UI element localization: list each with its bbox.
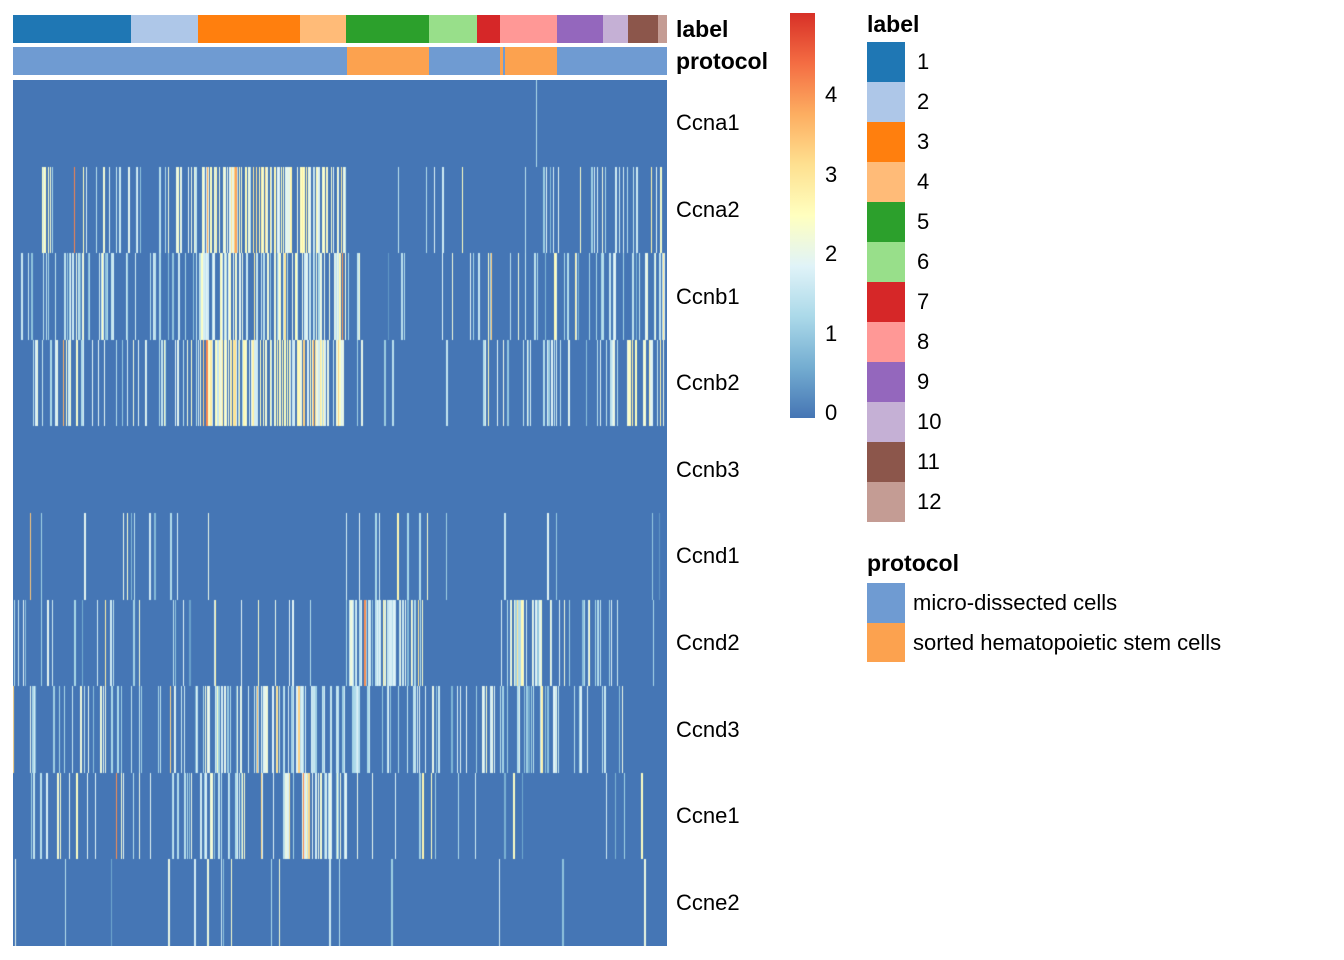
- label-legend-item-label: 11: [917, 449, 940, 474]
- label-cluster-segment-4: [299, 15, 346, 43]
- protocol-segment: [346, 47, 429, 75]
- label-cluster-segment-12: [657, 15, 667, 43]
- label-legend-item-label: 7: [917, 289, 930, 314]
- label-cluster-segment-1: [13, 15, 131, 43]
- gene-label-Ccnb2: Ccnb2: [676, 370, 740, 396]
- protocol-segment: [13, 47, 347, 75]
- label-cluster-segment-8: [499, 15, 557, 43]
- label-legend-item-label: 3: [917, 129, 930, 154]
- gene-label-Ccnd2: Ccnd2: [676, 629, 740, 655]
- label-legend-swatch-1: [867, 42, 905, 82]
- gene-label-Ccnd3: Ccnd3: [676, 716, 740, 742]
- label-legend-swatch-4: [867, 162, 905, 202]
- label-cluster-segment-7: [476, 15, 500, 43]
- gene-label-Ccne1: Ccne1: [676, 803, 740, 829]
- expression-colorbar: [790, 13, 815, 418]
- label-legend-item-label: 12: [917, 489, 942, 514]
- label-legend-swatch-10: [867, 402, 905, 442]
- label-legend-swatch-12: [867, 482, 905, 522]
- protocol-segment: [556, 47, 667, 75]
- label-legend-item-label: 1: [917, 49, 930, 74]
- protocol-segment: [502, 47, 505, 75]
- label-cluster-segment-11: [627, 15, 658, 43]
- label-cluster-segment-2: [130, 15, 198, 43]
- label-legend-item-label: 2: [917, 89, 930, 114]
- label-cluster-segment-3: [198, 15, 300, 43]
- protocol-segment: [499, 47, 503, 75]
- label-legend-title: label: [867, 11, 920, 37]
- label-annotation-title: label: [676, 15, 729, 42]
- label-legend-swatch-7: [867, 282, 905, 322]
- label-legend-item-label: 5: [917, 209, 930, 234]
- label-legend-swatch-2: [867, 82, 905, 122]
- colorbar-tick-label: 2: [825, 241, 838, 266]
- colorbar-tick-label: 4: [825, 82, 838, 107]
- label-cluster-segment-9: [556, 15, 603, 43]
- protocol-annotation-title: protocol: [676, 47, 768, 74]
- label-legend-swatch-9: [867, 362, 905, 402]
- protocol-legend-title: protocol: [867, 550, 959, 576]
- colorbar-tick-label: 3: [825, 161, 838, 187]
- protocol-legend-swatch: [867, 622, 905, 662]
- protocol-segment: [504, 47, 557, 75]
- label-legend-swatch-5: [867, 202, 905, 242]
- label-legend-item-label: 6: [917, 249, 930, 274]
- label-legend-swatch-6: [867, 242, 905, 282]
- label-legend-item-label: 9: [917, 369, 930, 394]
- gene-label-Ccne2: Ccne2: [676, 889, 740, 915]
- label-legend-item-label: 10: [917, 409, 942, 434]
- gene-label-Ccnb1: Ccnb1: [676, 283, 740, 309]
- gene-label-Ccna1: Ccna1: [676, 110, 740, 136]
- heatmap-canvas: [13, 80, 667, 946]
- label-annotation-bar: [13, 15, 667, 43]
- protocol-legend-item-label: sorted hematopoietic stem cells: [913, 629, 1222, 655]
- label-legend-swatch-11: [867, 442, 905, 482]
- label-cluster-segment-5: [345, 15, 429, 43]
- protocol-annotation-bar: [13, 47, 667, 75]
- colorbar-tick-label: 0: [825, 400, 838, 425]
- label-cluster-segment-6: [428, 15, 477, 43]
- label-legend-item-label: 8: [917, 329, 930, 354]
- colorbar-tick-label: 1: [825, 320, 838, 346]
- label-legend-swatch-3: [867, 122, 905, 162]
- gene-label-Ccnb3: Ccnb3: [676, 456, 740, 482]
- protocol-legend-swatch: [867, 583, 905, 623]
- gene-label-Ccnd1: Ccnd1: [676, 543, 740, 569]
- protocol-segment: [428, 47, 500, 75]
- label-cluster-segment-10: [602, 15, 628, 43]
- gene-label-Ccna2: Ccna2: [676, 196, 740, 222]
- protocol-legend-item-label: micro-dissected cells: [913, 590, 1118, 615]
- label-legend-swatch-8: [867, 322, 905, 362]
- label-legend-item-label: 4: [917, 169, 930, 194]
